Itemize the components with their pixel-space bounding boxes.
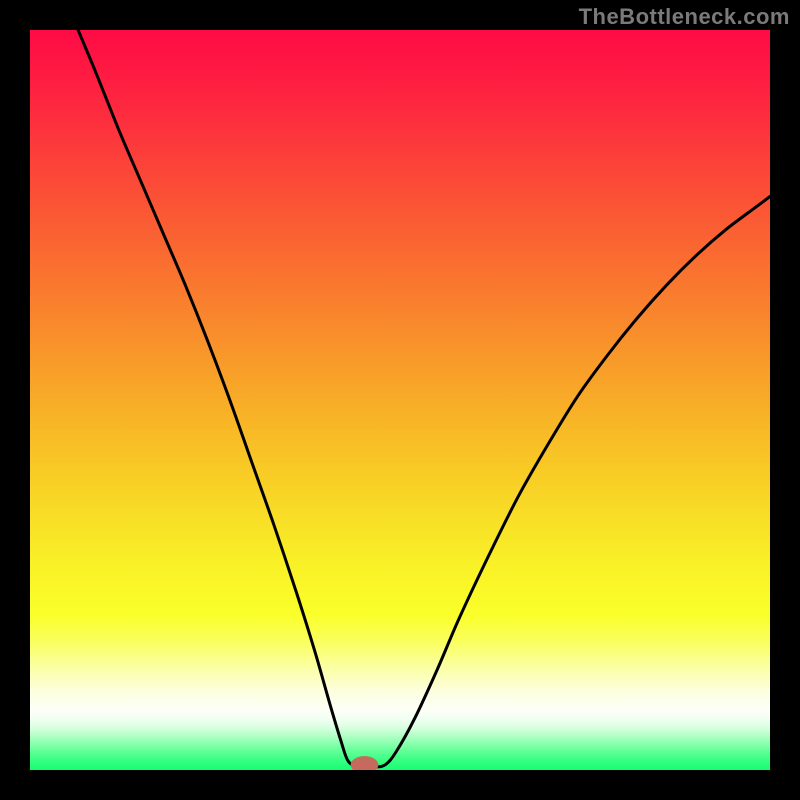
watermark-text: TheBottleneck.com	[579, 4, 790, 30]
bottleneck-chart	[30, 30, 770, 770]
chart-frame	[30, 30, 770, 770]
optimal-marker	[351, 757, 378, 770]
gradient-background	[30, 30, 770, 770]
